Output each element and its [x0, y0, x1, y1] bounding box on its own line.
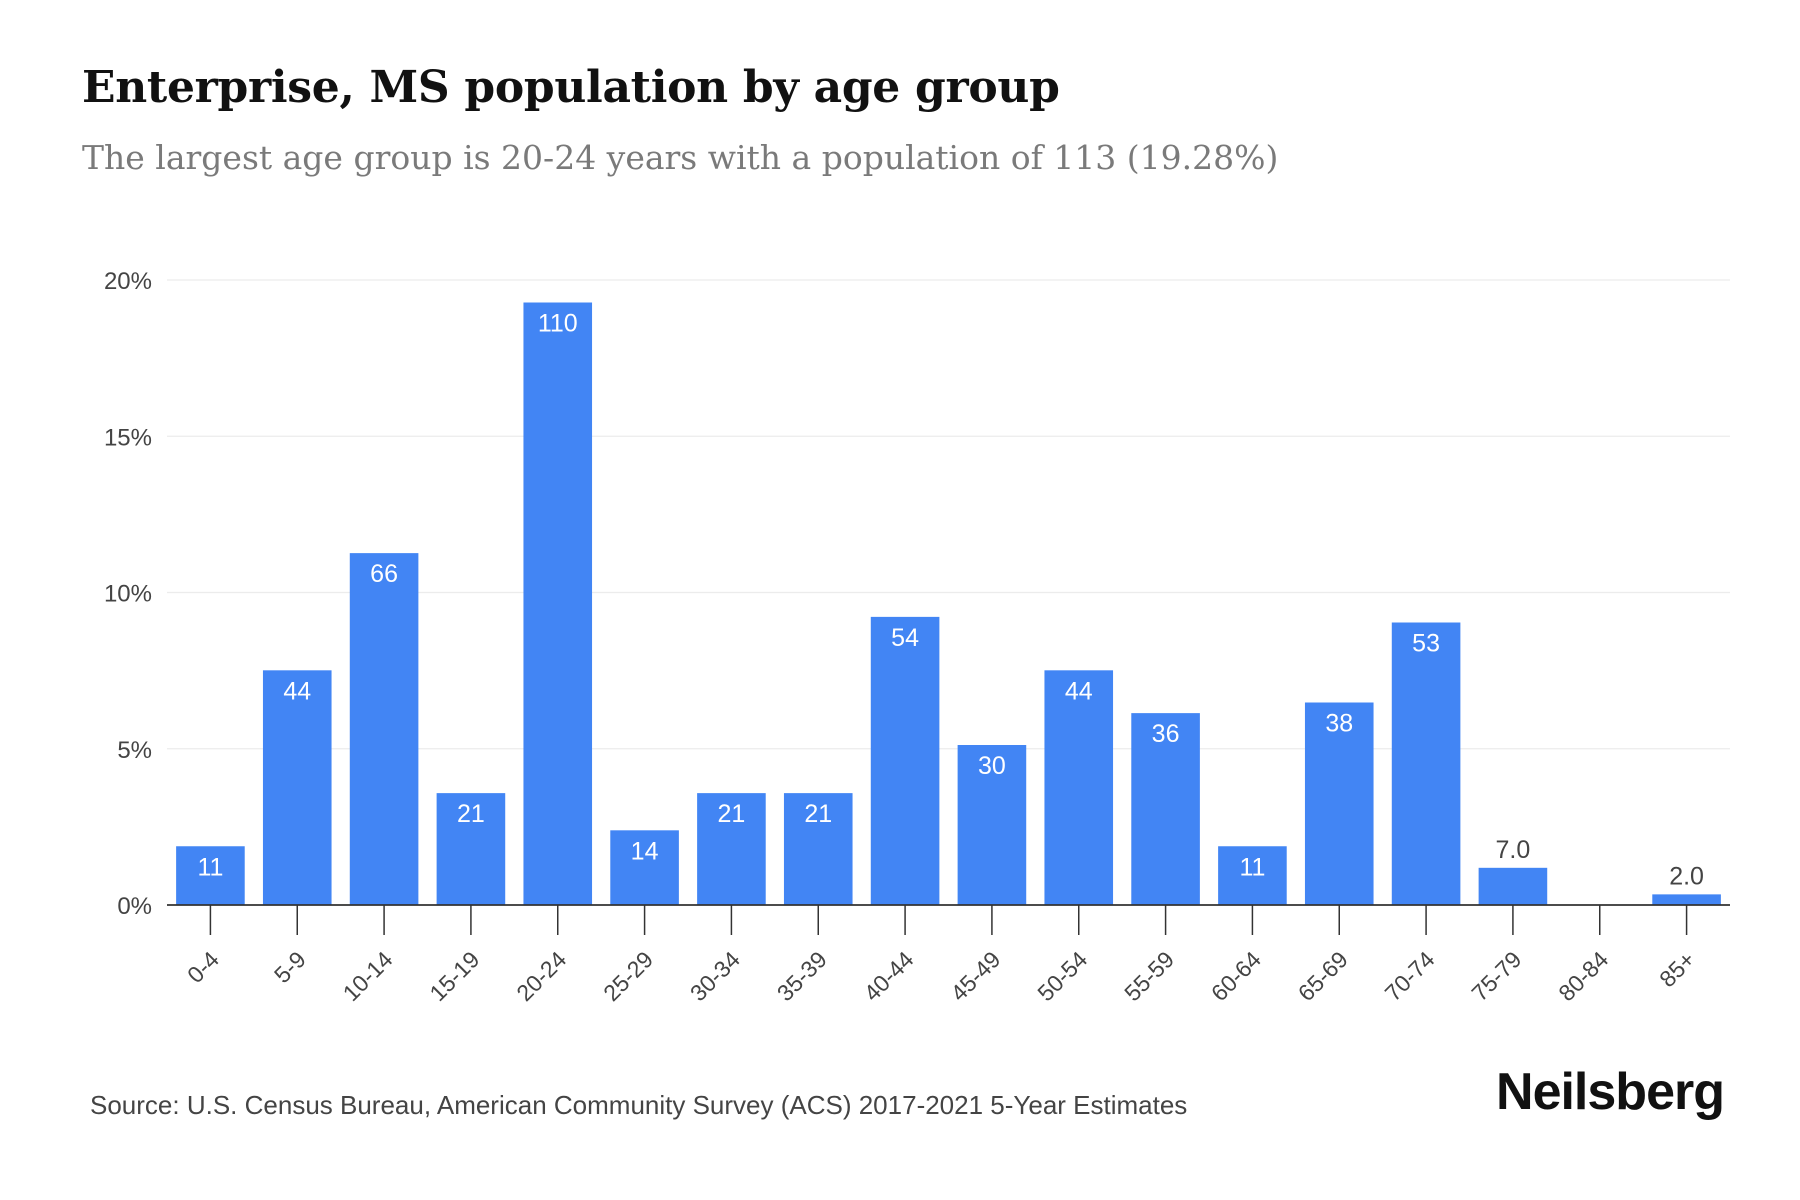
- data-label-0-4: 11: [197, 853, 223, 881]
- grid-lines: [167, 279, 1730, 750]
- x-tick-label-20-24: 20-24: [511, 946, 571, 1006]
- data-label-85+: 2.0: [1669, 862, 1704, 890]
- x-tick-label-5-9: 5-9: [269, 946, 311, 988]
- bar-55-59: [1131, 713, 1200, 905]
- y-tick-label: 5%: [117, 737, 152, 764]
- x-tick-label-40-44: 40-44: [859, 946, 919, 1006]
- data-label-5-9: 44: [283, 677, 311, 705]
- x-tick-label-75-79: 75-79: [1466, 946, 1526, 1006]
- x-tick-label-30-34: 30-34: [685, 946, 745, 1006]
- bar-5-9: [262, 670, 332, 905]
- data-label-50-54: 44: [1065, 677, 1093, 705]
- bar-15-19: [436, 793, 506, 905]
- x-tick-label-15-19: 15-19: [424, 946, 484, 1006]
- x-tick-label-65-69: 65-69: [1293, 946, 1353, 1006]
- data-label-25-29: 14: [631, 837, 659, 865]
- x-tick-label-50-54: 50-54: [1032, 946, 1092, 1006]
- x-tick-label-70-74: 70-74: [1380, 946, 1440, 1006]
- bars: [176, 302, 1721, 905]
- x-axis-ticks: 0-4 5-9 10-14 15-19 20-24 25-29 30-34 35-39 40-4…: [182, 905, 1700, 1006]
- x-tick-label-55-59: 55-59: [1119, 946, 1179, 1006]
- bar-25-29: [610, 830, 679, 905]
- y-axis-ticks: 0% 5% 10% 15% 20%: [104, 268, 152, 920]
- bar-65-69: [1304, 702, 1374, 905]
- x-tick-label-10-14: 10-14: [338, 946, 398, 1006]
- data-label-10-14: 66: [370, 560, 398, 588]
- x-tick-label-45-49: 45-49: [945, 946, 1005, 1006]
- x-tick-label-60-64: 60-64: [1206, 946, 1266, 1006]
- x-tick-label-80-84: 80-84: [1553, 946, 1613, 1006]
- chart-subtitle: The largest age group is 20-24 years wit…: [82, 138, 1279, 177]
- bar-60-64: [1218, 846, 1287, 905]
- bar-40-44: [870, 616, 940, 905]
- bar-70-74: [1391, 622, 1461, 905]
- bar-35-39: [783, 793, 853, 905]
- data-label-60-64: 11: [1239, 853, 1265, 881]
- bar-30-34: [697, 793, 766, 905]
- y-tick-label: 20%: [104, 268, 152, 295]
- data-label-45-49: 30: [978, 752, 1006, 780]
- data-label-75-79: 7.0: [1496, 836, 1531, 864]
- x-tick-label-0-4: 0-4: [182, 946, 224, 988]
- data-label-70-74: 53: [1412, 630, 1440, 658]
- bar-85+: [1652, 894, 1721, 905]
- x-tick-label-35-39: 35-39: [772, 946, 832, 1006]
- bar-0-4: [176, 846, 245, 905]
- data-label-30-34: 21: [718, 800, 746, 828]
- bar-20-24: [523, 302, 593, 905]
- data-label-35-39: 21: [804, 800, 832, 828]
- bar-75-79: [1478, 867, 1548, 905]
- y-tick-label: 15%: [104, 424, 152, 451]
- data-label-55-59: 36: [1152, 720, 1180, 748]
- bar-45-49: [957, 745, 1027, 905]
- data-labels: 11 44 66 21 110 14 21 21 54 30 44 36 11 38 53 7.0 2.0: [197, 310, 1704, 891]
- data-label-15-19: 21: [457, 800, 485, 828]
- bar-10-14: [349, 553, 419, 905]
- chart-title: Enterprise, MS population by age group: [82, 62, 1060, 113]
- data-label-65-69: 38: [1325, 710, 1353, 738]
- source-note: Source: U.S. Census Bureau, American Com…: [90, 1090, 1188, 1120]
- x-tick-label-25-29: 25-29: [598, 946, 658, 1006]
- x-tick-label-85+: 85+: [1654, 946, 1700, 992]
- data-label-40-44: 54: [891, 624, 919, 652]
- data-label-20-24: 110: [538, 310, 578, 338]
- y-tick-label: 10%: [104, 581, 152, 608]
- bar-50-54: [1044, 670, 1114, 905]
- brand-logo: Neilsberg: [1496, 1063, 1725, 1121]
- y-tick-label: 0%: [117, 893, 152, 920]
